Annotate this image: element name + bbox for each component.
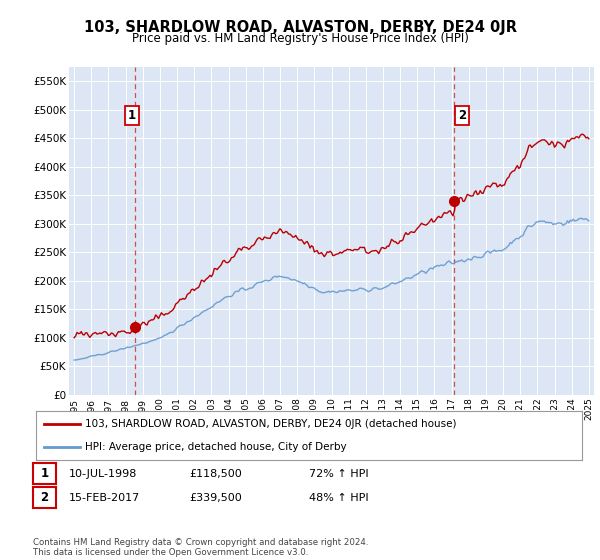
- Text: 103, SHARDLOW ROAD, ALVASTON, DERBY, DE24 0JR (detached house): 103, SHARDLOW ROAD, ALVASTON, DERBY, DE2…: [85, 419, 457, 430]
- Text: Price paid vs. HM Land Registry's House Price Index (HPI): Price paid vs. HM Land Registry's House …: [131, 32, 469, 45]
- Text: 72% ↑ HPI: 72% ↑ HPI: [309, 469, 368, 479]
- Text: 1: 1: [128, 109, 136, 122]
- Text: £118,500: £118,500: [189, 469, 242, 479]
- Text: HPI: Average price, detached house, City of Derby: HPI: Average price, detached house, City…: [85, 442, 347, 452]
- Text: 2: 2: [40, 491, 49, 505]
- Text: 48% ↑ HPI: 48% ↑ HPI: [309, 493, 368, 503]
- Text: 1: 1: [40, 467, 49, 480]
- Text: £339,500: £339,500: [189, 493, 242, 503]
- Text: 2: 2: [458, 109, 466, 122]
- Text: 103, SHARDLOW ROAD, ALVASTON, DERBY, DE24 0JR: 103, SHARDLOW ROAD, ALVASTON, DERBY, DE2…: [83, 20, 517, 35]
- Text: 15-FEB-2017: 15-FEB-2017: [69, 493, 140, 503]
- Text: 10-JUL-1998: 10-JUL-1998: [69, 469, 137, 479]
- Text: Contains HM Land Registry data © Crown copyright and database right 2024.
This d: Contains HM Land Registry data © Crown c…: [33, 538, 368, 557]
